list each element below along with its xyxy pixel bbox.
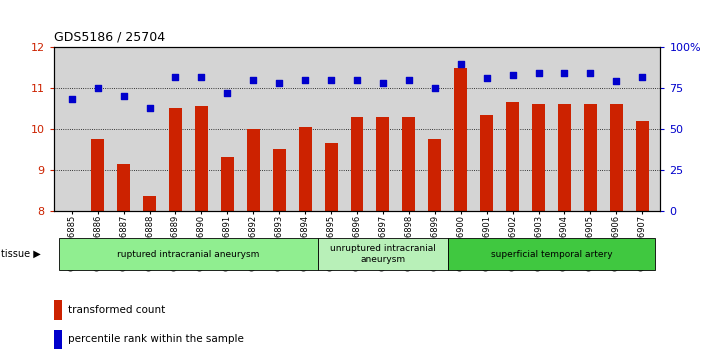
- Point: [118, 93, 129, 99]
- Bar: [532, 104, 545, 211]
- Point: [144, 105, 155, 110]
- Bar: [195, 106, 208, 211]
- Point: [403, 77, 415, 83]
- Bar: [59, 238, 318, 270]
- Point: [455, 61, 466, 66]
- Point: [221, 90, 233, 96]
- Bar: [54, 330, 63, 349]
- Point: [351, 77, 363, 83]
- Point: [533, 70, 544, 76]
- Point: [248, 77, 259, 83]
- Text: ruptured intracranial aneurysm: ruptured intracranial aneurysm: [117, 250, 260, 258]
- Point: [637, 74, 648, 79]
- Bar: [143, 196, 156, 211]
- Bar: [169, 109, 182, 211]
- Bar: [298, 127, 311, 211]
- Bar: [247, 129, 260, 211]
- Point: [585, 70, 596, 76]
- Point: [196, 74, 207, 79]
- Point: [610, 78, 622, 84]
- Bar: [117, 164, 130, 211]
- Text: percentile rank within the sample: percentile rank within the sample: [68, 334, 243, 344]
- Bar: [448, 238, 655, 270]
- Bar: [481, 115, 493, 211]
- Text: transformed count: transformed count: [68, 305, 165, 315]
- Bar: [610, 104, 623, 211]
- Bar: [91, 139, 104, 211]
- Bar: [376, 117, 389, 211]
- Bar: [584, 104, 597, 211]
- Bar: [351, 117, 363, 211]
- Bar: [325, 143, 338, 211]
- Point: [326, 77, 337, 83]
- Bar: [221, 158, 233, 211]
- Point: [481, 75, 493, 81]
- Point: [66, 97, 77, 102]
- Bar: [273, 149, 286, 211]
- Point: [92, 85, 104, 91]
- Bar: [506, 102, 519, 211]
- Point: [507, 72, 518, 78]
- Bar: [454, 68, 467, 211]
- Bar: [558, 104, 571, 211]
- Bar: [428, 139, 441, 211]
- Point: [273, 80, 285, 86]
- Point: [559, 70, 570, 76]
- Text: unruptured intracranial
aneurysm: unruptured intracranial aneurysm: [330, 244, 436, 264]
- Text: superficial temporal artery: superficial temporal artery: [491, 250, 613, 258]
- Bar: [635, 121, 649, 211]
- Bar: [54, 300, 63, 320]
- Point: [377, 80, 388, 86]
- Point: [299, 77, 311, 83]
- Text: GDS5186 / 25704: GDS5186 / 25704: [54, 30, 165, 44]
- Text: tissue ▶: tissue ▶: [1, 249, 41, 259]
- Point: [170, 74, 181, 79]
- Bar: [403, 117, 416, 211]
- Point: [429, 85, 441, 91]
- Bar: [318, 238, 448, 270]
